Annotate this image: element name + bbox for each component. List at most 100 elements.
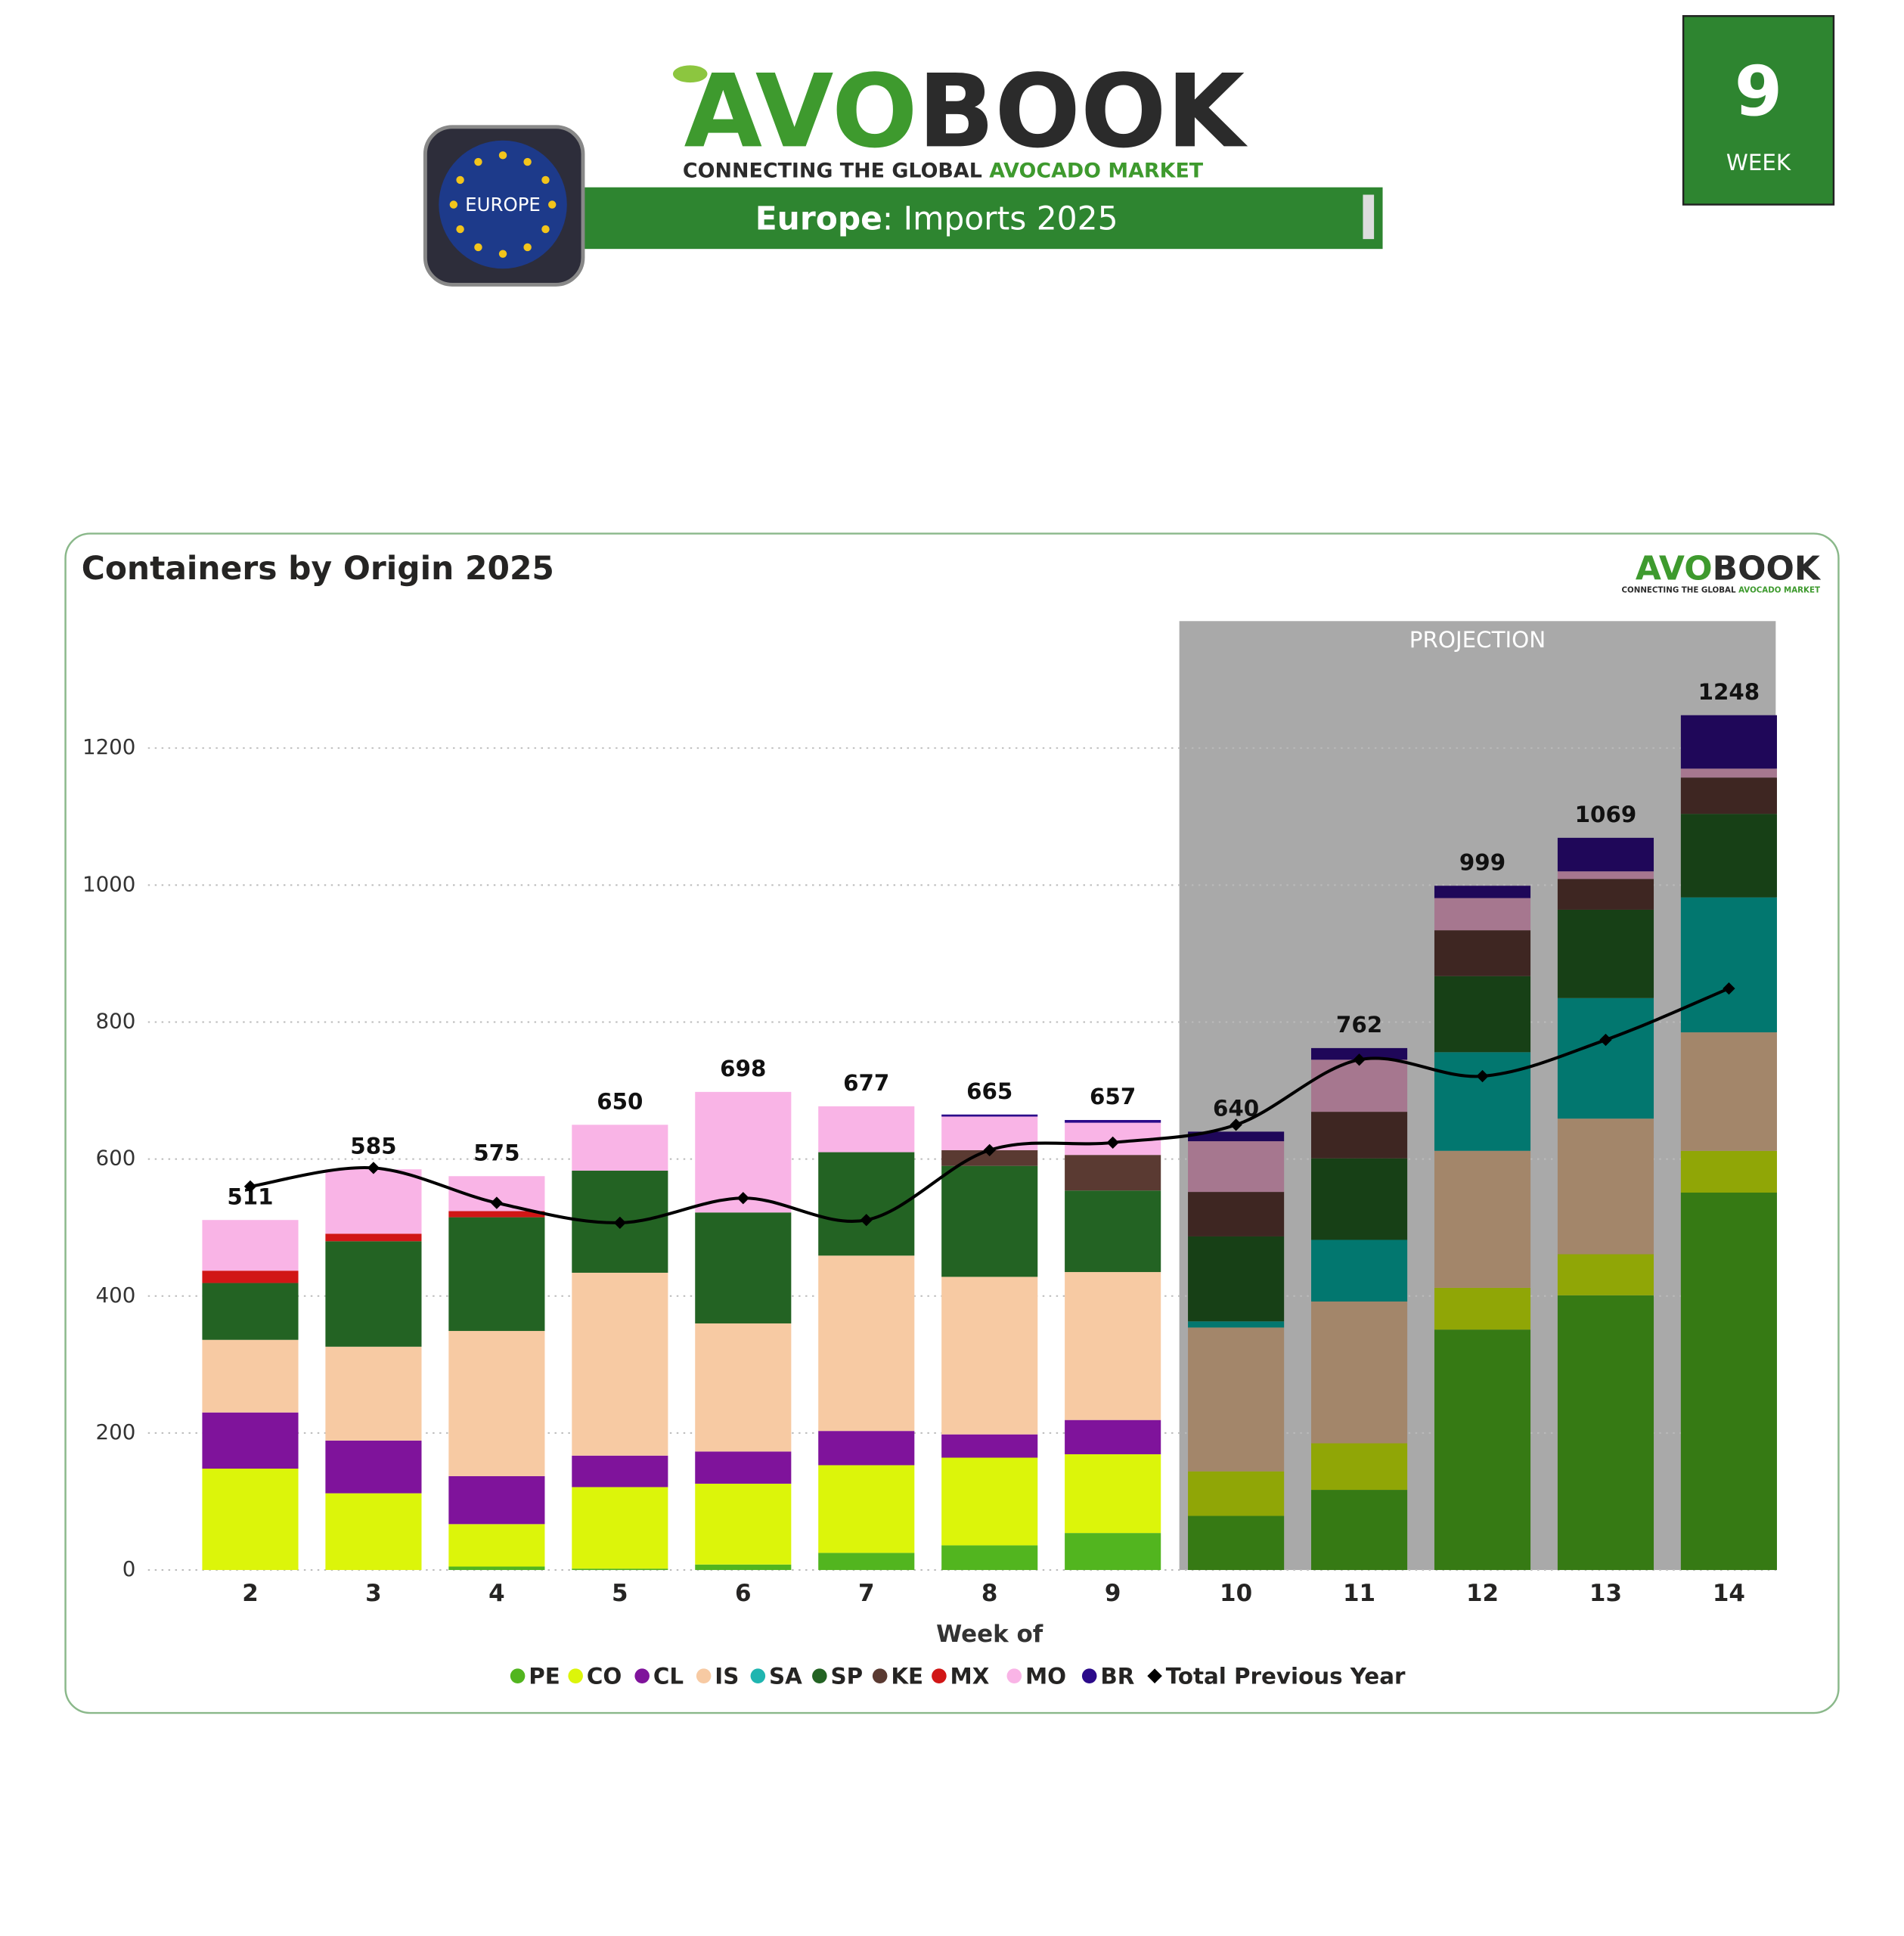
- total-label: 1069: [1575, 802, 1637, 827]
- logo-part: BOOK: [918, 52, 1248, 170]
- bar-segment: [1311, 1443, 1408, 1491]
- bar-segment: [572, 1487, 668, 1569]
- bar-segment: [1188, 1192, 1285, 1236]
- bar-segment: [1065, 1190, 1161, 1273]
- bar-segment: [448, 1211, 545, 1218]
- bar-segment: [572, 1272, 668, 1456]
- prev-year-marker: [1723, 982, 1735, 995]
- legend-marker: [634, 1668, 650, 1683]
- star: [523, 157, 532, 166]
- star: [474, 243, 482, 252]
- legend-label: MO: [1025, 1663, 1066, 1689]
- y-tick-label: 800: [96, 1008, 136, 1033]
- star: [548, 200, 557, 209]
- x-axis-title: Week of: [936, 1621, 1043, 1648]
- total-label: 1248: [1698, 679, 1760, 705]
- tagline: CONNECTING THE GLOBAL AVOCADO MARKET: [683, 159, 1204, 182]
- bar-segment: [941, 1114, 1038, 1117]
- bar-segment: [818, 1465, 915, 1553]
- bar-segment: [572, 1125, 668, 1171]
- bar-segment: [1434, 1150, 1531, 1288]
- legend-marker: [932, 1668, 947, 1683]
- bar-segment: [941, 1277, 1038, 1435]
- bar-segment: [1680, 1192, 1777, 1571]
- legend-label: IS: [715, 1663, 739, 1689]
- prev-year-marker: [367, 1162, 380, 1174]
- badge-label: EUROPE: [465, 194, 541, 216]
- bar-segment: [1557, 1295, 1654, 1571]
- legend-marker: [750, 1668, 766, 1683]
- total-label: 650: [597, 1088, 643, 1114]
- bar-segment: [818, 1255, 915, 1432]
- bar-segment: [1557, 909, 1654, 998]
- bar-segment: [1680, 777, 1777, 814]
- legend-label: SP: [830, 1663, 863, 1689]
- legend-marker: [696, 1668, 712, 1683]
- legend-marker: [568, 1668, 583, 1683]
- star: [541, 175, 550, 185]
- total-label: 575: [473, 1140, 519, 1165]
- bar-segment: [1065, 1454, 1161, 1534]
- y-tick-label: 200: [96, 1419, 136, 1444]
- tagline-part: AVOCADO MARKET: [989, 159, 1204, 182]
- bar-segment: [1680, 768, 1777, 778]
- region: Europe: [755, 200, 882, 237]
- bar-segment: [1311, 1158, 1408, 1240]
- legend-marker: [1006, 1668, 1022, 1683]
- bar-segment: [325, 1169, 422, 1234]
- bar-segment: [1434, 1287, 1531, 1330]
- x-tick-label: 3: [365, 1580, 382, 1607]
- bar-segment: [448, 1217, 545, 1331]
- total-label: 677: [843, 1070, 889, 1096]
- bar-segment: [1434, 886, 1531, 898]
- bar-segment: [1188, 1327, 1285, 1472]
- bar-segment: [1188, 1516, 1285, 1571]
- week-label: WEEK: [1726, 150, 1791, 175]
- star: [456, 225, 464, 234]
- bar-segment: [448, 1330, 545, 1476]
- legend-marker: [812, 1668, 827, 1683]
- prev-year-marker: [490, 1196, 504, 1209]
- banner-mark: [1363, 194, 1375, 240]
- legend-label: KE: [891, 1663, 923, 1689]
- x-tick-label: 11: [1343, 1580, 1375, 1607]
- bar-segment: [1065, 1272, 1161, 1420]
- prev-year-marker: [983, 1143, 996, 1156]
- logo-part: AVO: [684, 52, 918, 170]
- bar-segment: [941, 1545, 1038, 1571]
- star: [498, 151, 507, 160]
- bar-segment: [1557, 997, 1654, 1119]
- bar-segment: [1434, 1052, 1531, 1151]
- bar-segment: [1680, 1150, 1777, 1193]
- x-tick-label: 12: [1466, 1580, 1499, 1607]
- bar-segment: [325, 1440, 422, 1494]
- prev-year-marker: [1106, 1136, 1119, 1150]
- bar-segment: [202, 1283, 299, 1340]
- bar-segment: [1680, 1032, 1777, 1151]
- x-tick-label: 8: [981, 1580, 998, 1607]
- total-label: 665: [966, 1078, 1012, 1104]
- tagline-part: CONNECTING THE GLOBAL: [683, 159, 989, 182]
- x-tick-label: 4: [488, 1580, 505, 1607]
- week-box: [1682, 14, 1835, 206]
- bar-segment: [448, 1475, 545, 1525]
- bar-segment: [1557, 871, 1654, 880]
- legend-label: CL: [653, 1663, 684, 1689]
- bar-segment: [941, 1434, 1038, 1458]
- bar-segment: [1680, 814, 1777, 898]
- total-label: 585: [350, 1133, 396, 1159]
- tagline-part: CONNECTING THE GLOBAL: [1622, 586, 1739, 595]
- x-tick-label: 9: [1105, 1580, 1121, 1607]
- bar-segment: [1311, 1490, 1408, 1571]
- x-tick-label: 7: [858, 1580, 875, 1607]
- bar-segment: [818, 1431, 915, 1466]
- bar-segment: [1680, 897, 1777, 1033]
- x-tick-label: 13: [1589, 1580, 1622, 1607]
- star: [449, 200, 458, 209]
- total-label: 999: [1459, 849, 1506, 875]
- bar-segment: [1188, 1236, 1285, 1322]
- star: [498, 250, 507, 258]
- total-label: 762: [1336, 1012, 1382, 1038]
